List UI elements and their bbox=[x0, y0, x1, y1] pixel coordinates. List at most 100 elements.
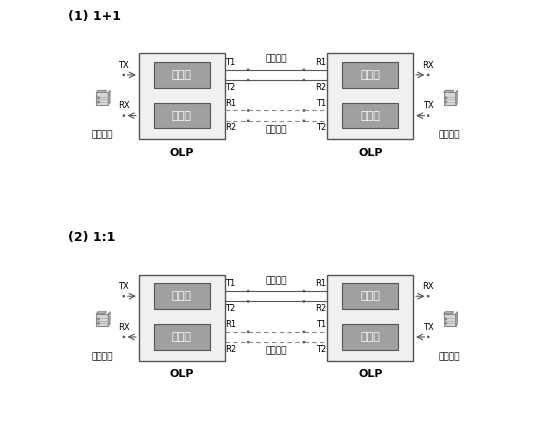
Circle shape bbox=[247, 110, 249, 111]
Text: 分光器: 分光器 bbox=[360, 111, 380, 121]
Circle shape bbox=[123, 336, 125, 338]
Text: 光开关: 光开关 bbox=[172, 291, 192, 301]
Text: 主路路由: 主路路由 bbox=[266, 276, 286, 285]
Circle shape bbox=[123, 74, 125, 76]
Text: 光开关: 光开关 bbox=[172, 111, 192, 121]
FancyBboxPatch shape bbox=[154, 62, 210, 88]
Text: R2: R2 bbox=[315, 304, 327, 313]
Text: TX: TX bbox=[119, 282, 129, 291]
FancyBboxPatch shape bbox=[342, 103, 398, 128]
Text: T1: T1 bbox=[316, 320, 327, 329]
Text: T2: T2 bbox=[225, 304, 236, 313]
Text: R2: R2 bbox=[225, 345, 237, 354]
Text: RX: RX bbox=[118, 102, 130, 111]
FancyBboxPatch shape bbox=[139, 53, 225, 139]
Text: 传输设备: 传输设备 bbox=[92, 352, 113, 361]
Circle shape bbox=[445, 322, 447, 324]
Circle shape bbox=[247, 331, 249, 333]
FancyBboxPatch shape bbox=[154, 324, 210, 350]
Circle shape bbox=[303, 69, 305, 71]
FancyBboxPatch shape bbox=[342, 283, 398, 309]
Text: OLP: OLP bbox=[358, 148, 383, 158]
Circle shape bbox=[427, 336, 429, 338]
Circle shape bbox=[247, 120, 249, 122]
Text: RX: RX bbox=[422, 282, 434, 291]
Text: OLP: OLP bbox=[169, 148, 194, 158]
Text: TX: TX bbox=[119, 61, 129, 70]
Circle shape bbox=[123, 295, 125, 297]
FancyBboxPatch shape bbox=[327, 53, 413, 139]
Circle shape bbox=[303, 79, 305, 81]
FancyBboxPatch shape bbox=[327, 275, 413, 361]
Text: 主路路由: 主路路由 bbox=[266, 55, 286, 63]
Polygon shape bbox=[108, 91, 110, 105]
Circle shape bbox=[427, 295, 429, 297]
Text: R1: R1 bbox=[225, 99, 237, 108]
Text: T2: T2 bbox=[316, 123, 327, 132]
Text: 备路路由: 备路路由 bbox=[266, 125, 286, 134]
Circle shape bbox=[445, 318, 447, 320]
Text: T1: T1 bbox=[316, 99, 327, 108]
Circle shape bbox=[303, 301, 305, 302]
Circle shape bbox=[445, 101, 447, 103]
FancyBboxPatch shape bbox=[342, 62, 398, 88]
FancyBboxPatch shape bbox=[97, 92, 108, 105]
FancyBboxPatch shape bbox=[154, 283, 210, 309]
Circle shape bbox=[427, 74, 429, 76]
Text: 传输设备: 传输设备 bbox=[439, 352, 460, 361]
Circle shape bbox=[303, 290, 305, 292]
Circle shape bbox=[445, 97, 447, 99]
Text: T2: T2 bbox=[316, 345, 327, 354]
Polygon shape bbox=[455, 312, 457, 326]
Circle shape bbox=[247, 79, 249, 81]
Text: 光开关: 光开关 bbox=[360, 291, 380, 301]
Circle shape bbox=[303, 331, 305, 333]
Text: T2: T2 bbox=[225, 83, 236, 91]
Text: 光开关: 光开关 bbox=[360, 70, 380, 80]
Circle shape bbox=[98, 97, 99, 99]
Circle shape bbox=[98, 101, 99, 103]
Text: 光开关: 光开关 bbox=[360, 332, 380, 342]
Text: (1) 1+1: (1) 1+1 bbox=[68, 10, 121, 23]
Circle shape bbox=[303, 341, 305, 343]
Polygon shape bbox=[108, 312, 110, 326]
Circle shape bbox=[303, 120, 305, 122]
Circle shape bbox=[98, 318, 99, 320]
FancyBboxPatch shape bbox=[444, 313, 455, 326]
Text: (2) 1:1: (2) 1:1 bbox=[68, 231, 115, 244]
Circle shape bbox=[247, 341, 249, 343]
FancyBboxPatch shape bbox=[97, 313, 108, 326]
Text: OLP: OLP bbox=[169, 369, 194, 379]
Polygon shape bbox=[455, 91, 457, 105]
Polygon shape bbox=[444, 312, 454, 313]
Circle shape bbox=[98, 322, 99, 324]
Text: R1: R1 bbox=[225, 320, 237, 329]
Text: 传输设备: 传输设备 bbox=[92, 131, 113, 140]
Text: 传输设备: 传输设备 bbox=[439, 131, 460, 140]
Polygon shape bbox=[97, 91, 107, 92]
Text: RX: RX bbox=[118, 323, 130, 332]
FancyBboxPatch shape bbox=[342, 324, 398, 350]
Text: 光开关: 光开关 bbox=[172, 332, 192, 342]
Text: 分光器: 分光器 bbox=[172, 70, 192, 80]
Text: T1: T1 bbox=[225, 58, 236, 67]
Text: R2: R2 bbox=[225, 123, 237, 132]
Text: T1: T1 bbox=[225, 279, 236, 289]
Text: OLP: OLP bbox=[358, 369, 383, 379]
Text: TX: TX bbox=[423, 102, 433, 111]
Circle shape bbox=[123, 115, 125, 117]
Circle shape bbox=[247, 290, 249, 292]
Text: TX: TX bbox=[423, 323, 433, 332]
Circle shape bbox=[427, 115, 429, 117]
FancyBboxPatch shape bbox=[444, 92, 455, 105]
Circle shape bbox=[303, 110, 305, 111]
Text: 备路路由: 备路路由 bbox=[266, 346, 286, 355]
Polygon shape bbox=[97, 312, 107, 313]
Text: R1: R1 bbox=[315, 279, 327, 289]
Polygon shape bbox=[444, 91, 454, 92]
Circle shape bbox=[247, 69, 249, 71]
FancyBboxPatch shape bbox=[139, 275, 225, 361]
FancyBboxPatch shape bbox=[154, 103, 210, 128]
Circle shape bbox=[247, 301, 249, 302]
Text: RX: RX bbox=[422, 61, 434, 70]
